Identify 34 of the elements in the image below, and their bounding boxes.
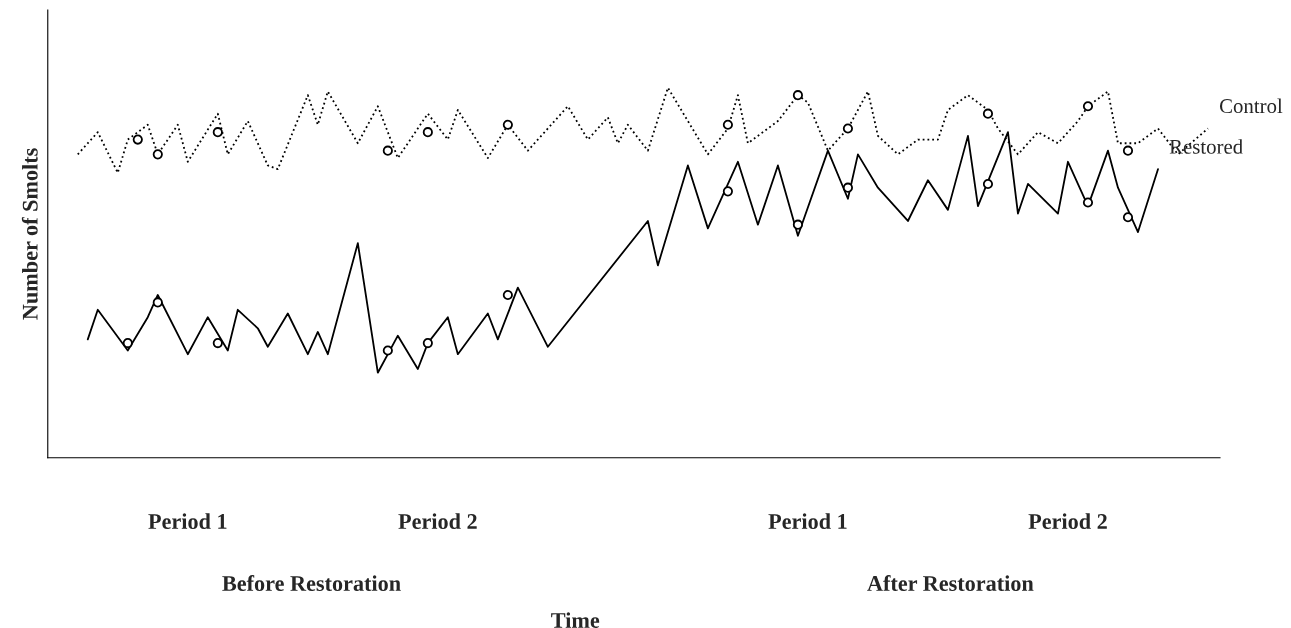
- x-axis-title: Time: [551, 612, 600, 628]
- point: [1122, 212, 1134, 223]
- series-label: Restored: [1169, 139, 1243, 154]
- y-axis-title: Number of Smolts: [21, 148, 38, 320]
- point: [792, 90, 803, 101]
- point: [982, 108, 994, 119]
- point: [792, 219, 803, 230]
- text: After Restoration: [867, 575, 1034, 591]
- point: [122, 338, 133, 349]
- point: [1122, 145, 1134, 156]
- point: [1082, 101, 1094, 112]
- point: [842, 123, 853, 134]
- series-label: Control: [1219, 98, 1283, 114]
- point: [132, 134, 143, 145]
- point: [842, 182, 853, 193]
- point: [502, 119, 513, 130]
- x-tick-label: Period 2: [1028, 513, 1107, 530]
- point: [982, 178, 994, 190]
- point: [212, 338, 223, 349]
- x-tick-label: Period 2: [398, 513, 477, 530]
- point: [212, 127, 223, 138]
- point: [152, 297, 163, 308]
- point: [502, 289, 513, 301]
- point: [722, 119, 733, 130]
- point: [422, 338, 433, 349]
- point: [422, 127, 433, 138]
- point: [722, 186, 733, 197]
- text: Before Restoration: [222, 575, 401, 591]
- x-tick-label: Period 1: [768, 513, 847, 530]
- point: [382, 145, 393, 156]
- point: [152, 149, 163, 160]
- point: [382, 345, 393, 356]
- point: [1082, 197, 1094, 208]
- x-tick-label: Period 1: [148, 513, 227, 530]
